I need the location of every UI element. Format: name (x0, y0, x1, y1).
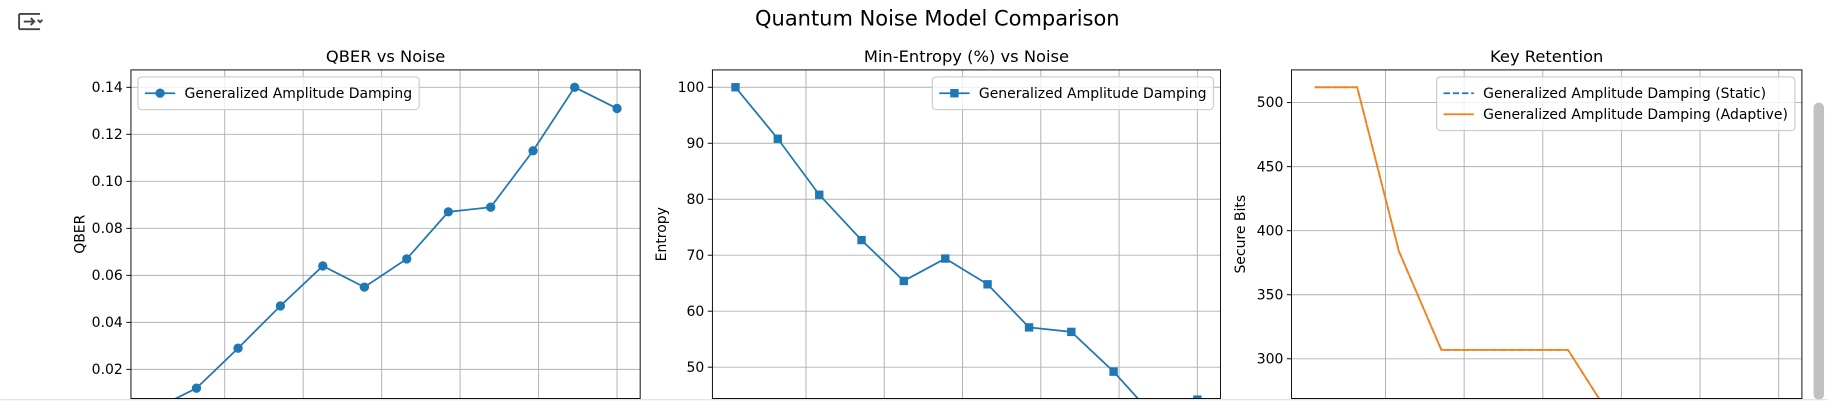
point (1067, 327, 1076, 337)
figure-title: Quantum Noise Model Comparison (755, 7, 1120, 31)
chart-title: QBER vs Noise (326, 47, 445, 66)
point (899, 276, 909, 286)
plot-area (731, 83, 1202, 399)
legend-label: Generalized Amplitude Damping (185, 86, 413, 102)
chart: QBER vs Noise QBER 0.02 0.04 0.06 0.08 0.10 0.1… (72, 47, 641, 399)
y-tick-label: 70 (686, 248, 704, 264)
point (731, 83, 740, 92)
point (1109, 367, 1118, 376)
point (1024, 323, 1034, 332)
point (191, 383, 202, 393)
y-tick-label: 100 (678, 80, 705, 96)
point (528, 146, 538, 156)
plot-frame (1291, 69, 1803, 399)
plot-frame (130, 69, 641, 399)
y-tick-label: 0.12 (92, 127, 123, 143)
legend-label: Generalized Amplitude Damping (Adaptive) (1483, 107, 1788, 123)
legend: Generalized Amplitude Damping (931, 76, 1215, 111)
legend: Generalized Amplitude Damping (Static) Ge… (1435, 76, 1796, 132)
point (857, 235, 866, 245)
point (318, 261, 328, 271)
point (569, 82, 580, 92)
series-line (173, 86, 618, 399)
y-axis-label: Entropy (654, 207, 670, 261)
y-tick-label: 300 (1257, 351, 1284, 367)
point (1193, 395, 1202, 399)
plot-frame (711, 69, 1221, 399)
scrollbar-thumb[interactable] (1813, 102, 1825, 400)
point (773, 134, 782, 143)
point (359, 282, 370, 292)
series-line (734, 86, 1140, 399)
legend: Generalized Amplitude Damping (137, 76, 420, 111)
point (443, 207, 453, 217)
y-tick-label: 400 (1257, 223, 1284, 239)
legend-marker (155, 88, 165, 98)
y-tick-label: 50 (686, 360, 704, 376)
y-tick-label: 450 (1257, 159, 1284, 175)
point (612, 103, 622, 114)
legend-box (137, 76, 420, 111)
legend-marker (950, 89, 959, 98)
y-tick-label: 0.04 (92, 315, 123, 331)
point (486, 202, 496, 212)
point (815, 190, 824, 199)
y-tick-label: 0.10 (92, 174, 123, 190)
chart: Min-Entropy (%) vs Noise Entropy 50 60 70 80 9… (654, 47, 1221, 399)
y-tick-label: 0.02 (92, 362, 123, 378)
legend-label: Generalized Amplitude Damping (Static) (1483, 86, 1766, 102)
chart-title: Key Retention (1490, 47, 1603, 66)
series-line (1314, 86, 1601, 399)
legend-box (1435, 76, 1796, 132)
y-tick-label: 500 (1257, 95, 1284, 111)
y-tick-label: 0.06 (92, 268, 123, 284)
plot-area (1314, 86, 1601, 399)
chart: Key Retention Secure Bits 300 350 400 450 500 G… (1233, 47, 1803, 399)
y-tick-label: 0.08 (92, 221, 123, 237)
legend-box (931, 76, 1215, 111)
icon-caret (37, 19, 44, 24)
point (233, 343, 243, 353)
point (941, 254, 950, 263)
y-tick-label: 0.14 (92, 80, 123, 96)
y-tick-label: 80 (686, 192, 704, 208)
plot-area (173, 82, 622, 399)
chart-title: Min-Entropy (%) vs Noise (864, 47, 1069, 66)
point (275, 301, 286, 311)
y-axis-label: Secure Bits (1233, 195, 1249, 274)
legend-label: Generalized Amplitude Damping (979, 86, 1207, 102)
icon-glyph (18, 13, 41, 31)
y-axis-label: QBER (72, 214, 88, 253)
y-tick-label: 350 (1257, 287, 1284, 303)
y-tick-label: 60 (686, 304, 704, 320)
y-tick-label: 90 (686, 136, 704, 152)
point (402, 254, 412, 264)
output-toggle-icon[interactable] (18, 13, 44, 31)
point (983, 280, 992, 289)
